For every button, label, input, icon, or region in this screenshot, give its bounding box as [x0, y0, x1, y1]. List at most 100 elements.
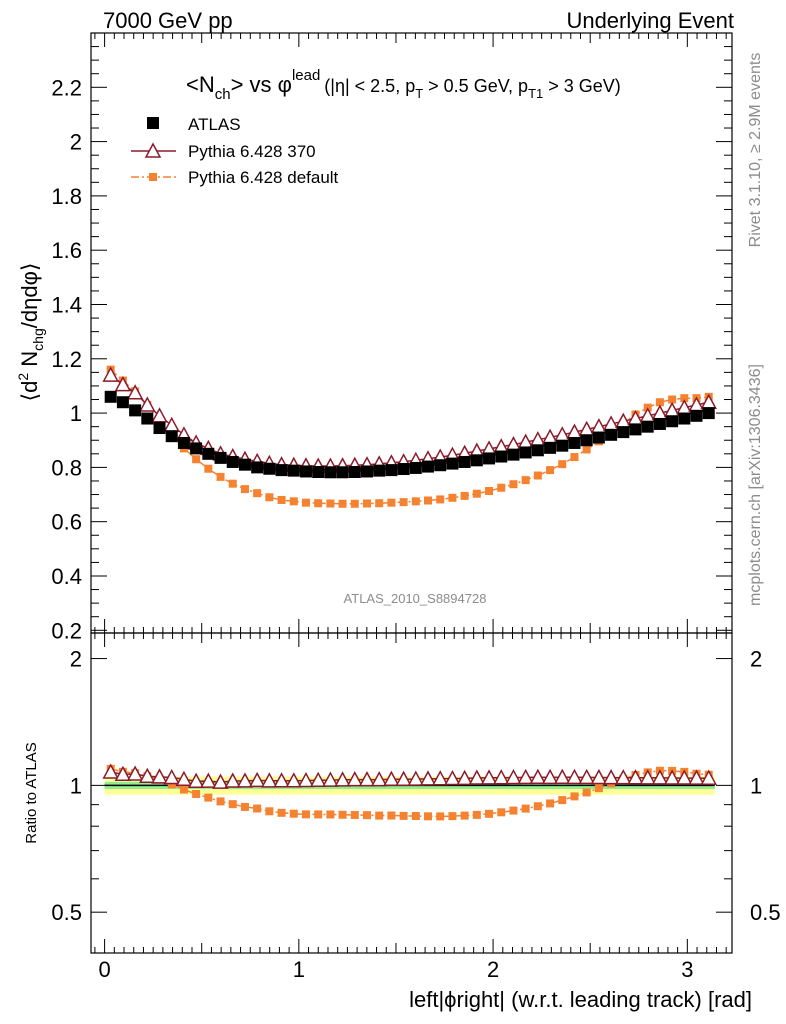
point-atlas [116, 396, 129, 409]
ratio-series-pythia-370 [102, 763, 717, 789]
y-axis-title: ⟨d2 Nchg/dηdφ⟩ [15, 263, 46, 402]
ratio-point-pythia-default [216, 797, 225, 806]
ratio-point-pythia-370 [578, 768, 595, 785]
ratio-point-pythia-default [326, 810, 335, 819]
ratio-point-pythia-370 [590, 768, 608, 785]
ratio-point-pythia-370 [273, 772, 290, 788]
ratio-point-pythia-370 [395, 770, 412, 787]
ratio-point-pythia-default [167, 780, 176, 789]
ratio-tick-label-right: 1 [750, 773, 762, 798]
ratio-point-pythia-default [362, 811, 371, 820]
point-atlas [251, 461, 264, 474]
point-pythia-default [655, 398, 664, 407]
legend-label-pythia-370: Pythia 6.428 370 [188, 142, 316, 161]
point-atlas [434, 459, 447, 472]
x-tick-label: 1 [293, 957, 305, 982]
point-pythia-370 [139, 396, 156, 412]
ratio-point-pythia-370 [151, 768, 168, 784]
energy-label: 7000 GeV pp [103, 8, 233, 33]
ratio-point-pythia-370 [346, 771, 364, 787]
point-atlas [544, 441, 557, 454]
point-atlas [190, 442, 203, 455]
point-atlas [299, 465, 312, 478]
ratio-point-pythia-370 [407, 770, 425, 786]
axis-tick-labels: 0 1 2 3 0.2 0.4 0.6 0.8 1 1.2 1.4 1.6 1.8 2 2.2 0.5 0.5 1… [51, 75, 780, 982]
point-pythia-default [314, 499, 323, 508]
ratio-point-pythia-default [277, 808, 286, 817]
analysis-id: ATLAS_2010_S8894728 [344, 591, 487, 606]
ratio-point-pythia-default [460, 811, 469, 820]
ratio-point-pythia-default [301, 810, 310, 819]
ratio-point-pythia-370 [370, 771, 388, 787]
ratio-point-pythia-370 [554, 768, 571, 784]
point-pythia-default [362, 499, 371, 508]
ratio-point-pythia-370 [358, 771, 376, 787]
point-atlas [470, 454, 483, 467]
point-atlas [202, 447, 215, 460]
ratio-point-pythia-370 [212, 773, 229, 789]
point-pythia-default [680, 394, 689, 403]
ratio-point-pythia-default [424, 812, 433, 821]
point-atlas [373, 464, 386, 477]
point-pythia-default [289, 497, 298, 506]
point-atlas [312, 466, 325, 479]
legend-label-atlas: ATLAS [188, 115, 241, 134]
point-pythia-default [375, 499, 384, 508]
point-atlas [507, 448, 520, 461]
point-atlas [226, 455, 239, 468]
ratio-point-pythia-370 [175, 770, 193, 787]
y-tick-label: 0.4 [51, 564, 82, 589]
ratio-point-pythia-default [314, 810, 323, 819]
point-pythia-370 [126, 384, 144, 400]
ratio-point-pythia-default [485, 809, 494, 818]
ratio-point-pythia-370 [639, 769, 656, 785]
point-pythia-default [240, 485, 249, 494]
point-pythia-default [570, 453, 579, 462]
point-atlas [641, 420, 654, 433]
point-atlas [629, 423, 642, 436]
ratio-point-pythia-370 [334, 771, 351, 787]
ratio-y-axis-title: Ratio to ATLAS [23, 742, 40, 843]
point-atlas [324, 466, 337, 479]
ratio-point-pythia-370 [297, 771, 315, 788]
x-axis-title: left|ϕright| (w.r.t. leading track) [rad… [409, 987, 752, 1012]
ratio-point-pythia-default [436, 812, 445, 821]
point-pythia-default [521, 476, 530, 485]
ratio-point-pythia-370 [627, 769, 644, 785]
point-pythia-default [216, 472, 225, 481]
point-atlas [605, 428, 618, 441]
point-pythia-default [436, 495, 445, 504]
ratio-point-pythia-default [521, 804, 530, 813]
ratio-point-pythia-default [411, 811, 420, 820]
point-pythia-default [326, 499, 335, 508]
point-atlas [653, 417, 666, 430]
ratio-point-pythia-default [375, 811, 384, 820]
ratio-point-pythia-370 [163, 768, 180, 785]
y-tick-label: 0.8 [51, 455, 82, 480]
ratio-point-pythia-default [179, 785, 188, 794]
point-atlas [702, 407, 715, 420]
point-pythia-default [668, 395, 677, 404]
x-tick-label: 3 [681, 957, 693, 982]
ratio-point-pythia-370 [224, 772, 241, 788]
ratio-point-pythia-370 [676, 769, 693, 785]
point-atlas [275, 464, 288, 477]
ratio-point-pythia-default [509, 806, 518, 815]
point-atlas [519, 446, 532, 459]
ratio-point-pythia-370 [248, 771, 266, 788]
ratio-point-pythia-default [558, 796, 567, 805]
point-pythia-default [411, 497, 420, 506]
point-atlas [153, 422, 166, 435]
ratio-point-pythia-default [497, 808, 506, 817]
ratio-point-pythia-370 [261, 772, 278, 788]
ratio-tick-label-right: 2 [750, 647, 762, 672]
point-pythia-370 [102, 366, 119, 382]
ratio-point-pythia-370 [663, 769, 681, 785]
point-atlas [422, 460, 435, 473]
ratio-point-pythia-default [204, 793, 213, 802]
point-pythia-default [228, 479, 237, 488]
series-atlas [104, 390, 715, 479]
ratio-tick-label: 2 [70, 647, 82, 672]
point-atlas [287, 464, 300, 477]
ratio-point-pythia-370 [651, 769, 669, 785]
